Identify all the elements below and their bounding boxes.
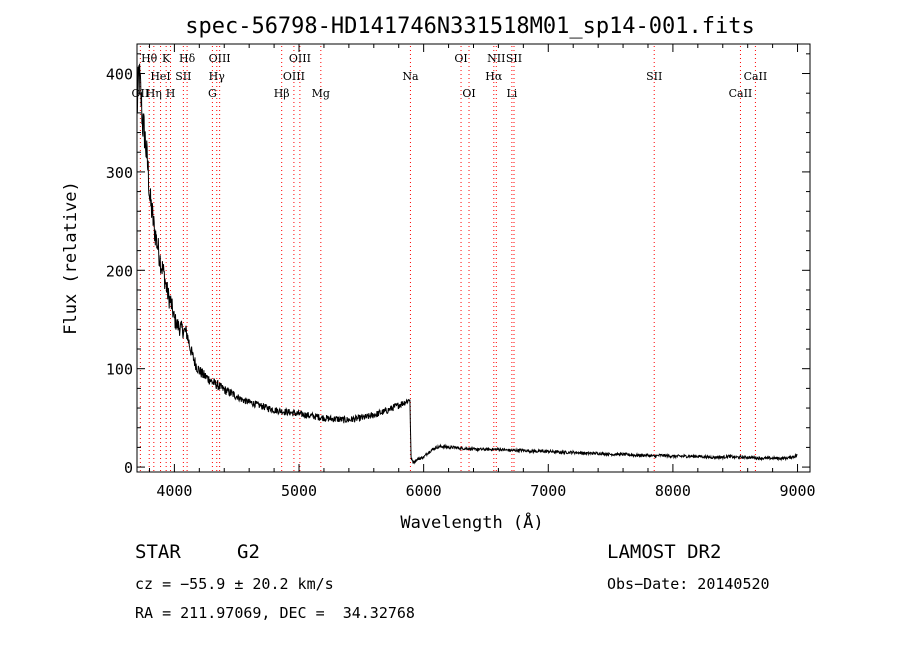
x-tick-label-4: 8000: [655, 482, 691, 500]
line-label-4: K: [162, 52, 171, 65]
line-label-18: NII: [487, 52, 505, 65]
line-label-11: OIII: [289, 52, 311, 65]
line-label-20: Hα: [485, 70, 503, 83]
line-label-1: Hθ: [141, 52, 158, 65]
plot-frame: [136, 43, 811, 473]
x-tick-label-5: 9000: [779, 482, 815, 500]
spectral-line-markers: [139, 46, 756, 472]
line-label-22: SII: [646, 70, 662, 83]
observation-date: Obs−Date: 20140520: [607, 575, 770, 593]
line-label-24: CaII: [729, 87, 753, 100]
y-axis-label: Flux (relative): [61, 181, 81, 335]
survey-name: LAMOST DR2: [607, 541, 722, 563]
axis-ticks: 4000 5000 6000 7000 8000 9000 0 100 200 300 400: [106, 44, 816, 500]
coordinates-readout: RA = 211.97069, DEC = 34.32768: [135, 604, 415, 622]
y-tick-label-1: 100: [106, 361, 133, 379]
line-label-19: SII: [506, 52, 522, 65]
line-label-3: HeI: [150, 70, 170, 83]
line-label-10: G: [208, 87, 217, 100]
chart-title: spec-56798-HD141746N331518M01_sp14-001.f…: [185, 14, 755, 39]
x-tick-label-3: 7000: [530, 482, 566, 500]
line-label-15: Na: [402, 70, 419, 83]
line-label-9: Hγ: [209, 70, 226, 83]
line-label-14: Mg: [312, 87, 330, 100]
object-class: STAR: [135, 541, 181, 563]
y-tick-label-0: 0: [124, 459, 133, 477]
x-tick-label-0: 4000: [156, 482, 192, 500]
line-label-21: Li: [506, 87, 517, 100]
y-tick-label-2: 200: [106, 262, 133, 280]
line-label-13: Hβ: [274, 87, 290, 100]
line-label-12: OIII: [283, 70, 305, 83]
line-label-7: Hδ: [179, 52, 196, 65]
line-label-23: CaII: [744, 70, 768, 83]
x-tick-label-2: 6000: [406, 482, 442, 500]
line-label-6: H: [166, 87, 176, 100]
line-label-8: OIII: [209, 52, 231, 65]
line-label-5: SII: [175, 70, 191, 83]
y-tick-label-3: 300: [106, 164, 133, 182]
x-tick-label-1: 5000: [281, 482, 317, 500]
line-label-16: OI: [454, 52, 467, 65]
series-line-flux: [136, 63, 798, 465]
line-label-2: Hη: [146, 87, 162, 100]
object-subclass: G2: [237, 541, 260, 563]
line-label-17: OI: [462, 87, 475, 100]
x-axis-label: Wavelength (Å): [400, 511, 543, 533]
redshift-readout: cz = −55.9 ± 20.2 km/s: [135, 575, 334, 593]
y-tick-label-4: 400: [106, 66, 133, 84]
